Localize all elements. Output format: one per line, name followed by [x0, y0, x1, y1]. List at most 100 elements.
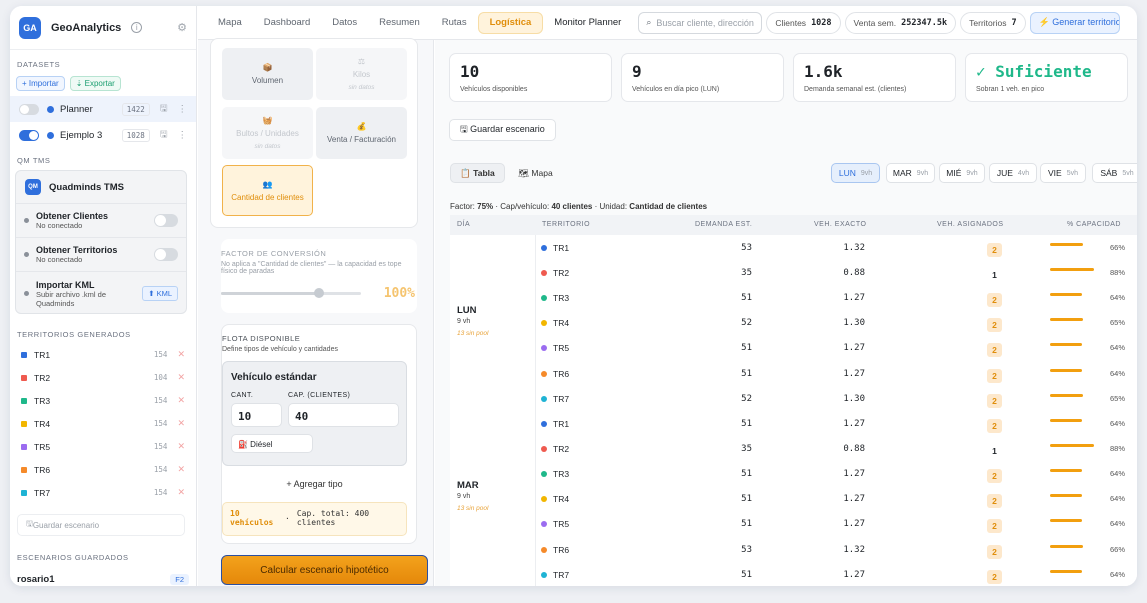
header-territory: TERRITORIO	[542, 221, 591, 228]
row-territory: TR6	[553, 368, 570, 379]
export-button[interactable]: ⇣ Exportar	[69, 76, 121, 91]
delete-icon[interactable]: ✕	[177, 418, 185, 428]
table-row[interactable]: TR7 51 1.27 2 64%	[450, 562, 1133, 586]
table-row[interactable]: TR2 35 0.88 1 88%	[450, 260, 1133, 285]
kml-upload-button[interactable]: ⬆ KML	[142, 286, 178, 301]
day-tab-sáb[interactable]: SÁB 5vh	[1092, 163, 1137, 183]
cap-input[interactable]: 40	[288, 403, 399, 427]
cap-label: · Cap/vehículo:	[495, 202, 550, 211]
table-row[interactable]: TR3 51 1.27 2 64%	[450, 285, 1133, 310]
tab-monitor-planner[interactable]: Monitor Planner	[554, 17, 622, 28]
territory-item[interactable]: TR6 154 ✕	[10, 458, 196, 481]
unit-option-volumen[interactable]: 📦 Volumen	[222, 48, 313, 100]
territory-count: 154	[153, 442, 168, 451]
cant-input[interactable]: 10	[231, 403, 282, 427]
table-body: LUN 9 vh 13 sin pool TR1 53 1.32 2 66% T…	[450, 235, 1137, 586]
territory-item[interactable]: TR7 154 ✕	[10, 481, 196, 504]
slider-handle[interactable]	[314, 288, 324, 298]
generate-territories-button[interactable]: ⚡ Generar territorios	[1029, 11, 1120, 34]
territory-item[interactable]: TR3 154 ✕	[10, 389, 196, 412]
summary-separator: ·	[285, 514, 290, 523]
delete-icon[interactable]: ✕	[177, 349, 185, 359]
tab-dashboard[interactable]: Dashboard	[263, 17, 311, 28]
delete-icon[interactable]: ✕	[177, 372, 185, 382]
view-table-tab[interactable]: 📋 Tabla	[450, 163, 505, 183]
more-icon[interactable]: ⋮	[177, 103, 188, 115]
add-vehicle-type-button[interactable]: + Agregar tipo	[286, 479, 343, 489]
tab-logistica[interactable]: Logística	[477, 11, 544, 34]
territory-item[interactable]: TR1 154 ✕	[10, 343, 196, 366]
conversion-slider[interactable]	[221, 288, 361, 298]
box-icon: 📦	[262, 63, 273, 72]
table-row[interactable]: TR5 51 1.27 2 64%	[450, 335, 1133, 360]
save-scenario-input[interactable]: 🖫 Guardar escenario	[17, 514, 185, 536]
territory-item[interactable]: TR4 154 ✕	[10, 412, 196, 435]
app-name: GeoAnalytics	[51, 21, 122, 34]
row-territory: TR3	[553, 469, 570, 480]
tms-territorios-switch[interactable]	[154, 248, 178, 261]
delete-icon[interactable]: ✕	[177, 441, 185, 451]
dataset-toggle[interactable]	[19, 103, 39, 115]
table-row[interactable]: TR7 52 1.30 2 65%	[450, 386, 1133, 411]
view-map-tab[interactable]: 🗺 Mapa	[518, 167, 553, 178]
territory-item[interactable]: TR2 104 ✕	[10, 366, 196, 389]
conversion-card: FACTOR DE CONVERSIÓN No aplica a "Cantid…	[221, 239, 417, 313]
tab-resumen[interactable]: Resumen	[379, 17, 420, 28]
day-tab-mié[interactable]: MIÉ 9vh	[939, 163, 985, 183]
delete-icon[interactable]: ✕	[177, 395, 185, 405]
more-icon[interactable]: ⋮	[177, 129, 188, 141]
table-row[interactable]: TR6 51 1.27 2 64%	[450, 361, 1133, 386]
saved-scenario-item[interactable]: rosario1 F2	[10, 568, 196, 586]
unit-option-cantidad-clientes[interactable]: 👥 Cantidad de clientes	[222, 165, 313, 216]
territory-count: 154	[153, 419, 168, 428]
row-demand: 53	[741, 243, 752, 253]
unit-option-venta[interactable]: 💰 Venta / Facturación	[316, 107, 407, 159]
territory-dot	[541, 370, 547, 377]
table-row[interactable]: TR2 35 0.88 1 88%	[450, 436, 1133, 461]
table-row[interactable]: TR4 52 1.30 2 65%	[450, 310, 1133, 335]
row-demand: 51	[741, 469, 752, 480]
territory-color	[21, 351, 27, 358]
save-icon[interactable]: 🖫	[159, 103, 168, 113]
table-row[interactable]: TR5 51 1.27 2 64%	[450, 511, 1133, 536]
row-exact: 1.27	[843, 494, 865, 505]
status-dot	[24, 252, 29, 257]
fuel-select[interactable]: ⛽ Diésel	[231, 434, 313, 453]
table-row[interactable]: TR4 51 1.27 2 64%	[450, 486, 1133, 511]
territory-item[interactable]: TR5 154 ✕	[10, 435, 196, 458]
row-demand: 51	[741, 343, 752, 354]
day-group-cell: LUN 9 vh 13 sin pool	[450, 235, 536, 411]
dataset-toggle[interactable]	[19, 129, 39, 141]
delete-icon[interactable]: ✕	[177, 464, 185, 474]
info-icon[interactable]: i	[131, 22, 143, 33]
dataset-row-planner[interactable]: Planner 1422 🖫 ⋮	[10, 96, 196, 122]
day-vehicles: 9vh	[966, 169, 978, 177]
table-row[interactable]: TR1 51 1.27 2 64%	[450, 411, 1133, 436]
save-scenario-button[interactable]: 🖫 Guardar escenario	[449, 119, 556, 141]
day-tab-jue[interactable]: JUE 4vh	[989, 163, 1037, 183]
dataset-row-ejemplo3[interactable]: Ejemplo 3 1028 🖫 ⋮	[10, 122, 196, 148]
delete-icon[interactable]: ✕	[177, 487, 185, 497]
search-input[interactable]: ⌕ Buscar cliente, dirección	[638, 11, 763, 34]
table-row[interactable]: TR3 51 1.27 2 64%	[450, 461, 1133, 486]
day-tab-lun[interactable]: LUN 9vh	[831, 163, 880, 183]
save-icon[interactable]: 🖫	[159, 129, 168, 139]
capacity-bar	[1050, 318, 1083, 322]
tab-mapa[interactable]: Mapa	[218, 17, 242, 28]
factor-label: Factor:	[450, 202, 475, 211]
table-row[interactable]: TR6 53 1.32 2 66%	[450, 537, 1133, 562]
tms-clientes-switch[interactable]	[154, 214, 178, 227]
calculate-scenario-button[interactable]: Calcular escenario hipotético	[221, 555, 428, 585]
import-button[interactable]: + Importar	[16, 76, 65, 91]
territory-name: TR7	[34, 487, 51, 498]
row-exact: 1.32	[843, 243, 865, 253]
kpi-value: 9	[632, 62, 642, 81]
tab-rutas[interactable]: Rutas	[441, 17, 467, 28]
gear-icon[interactable]: ⚙	[177, 22, 187, 34]
day-vehicles: 5vh	[1066, 169, 1078, 177]
day-tab-mar[interactable]: MAR 9vh	[886, 163, 935, 183]
day-tab-vie[interactable]: VIE 5vh	[1040, 163, 1086, 183]
tab-datos[interactable]: Datos	[332, 17, 358, 28]
table-row[interactable]: TR1 53 1.32 2 66%	[450, 235, 1133, 260]
row-capacity-pct: 66%	[1110, 544, 1126, 554]
